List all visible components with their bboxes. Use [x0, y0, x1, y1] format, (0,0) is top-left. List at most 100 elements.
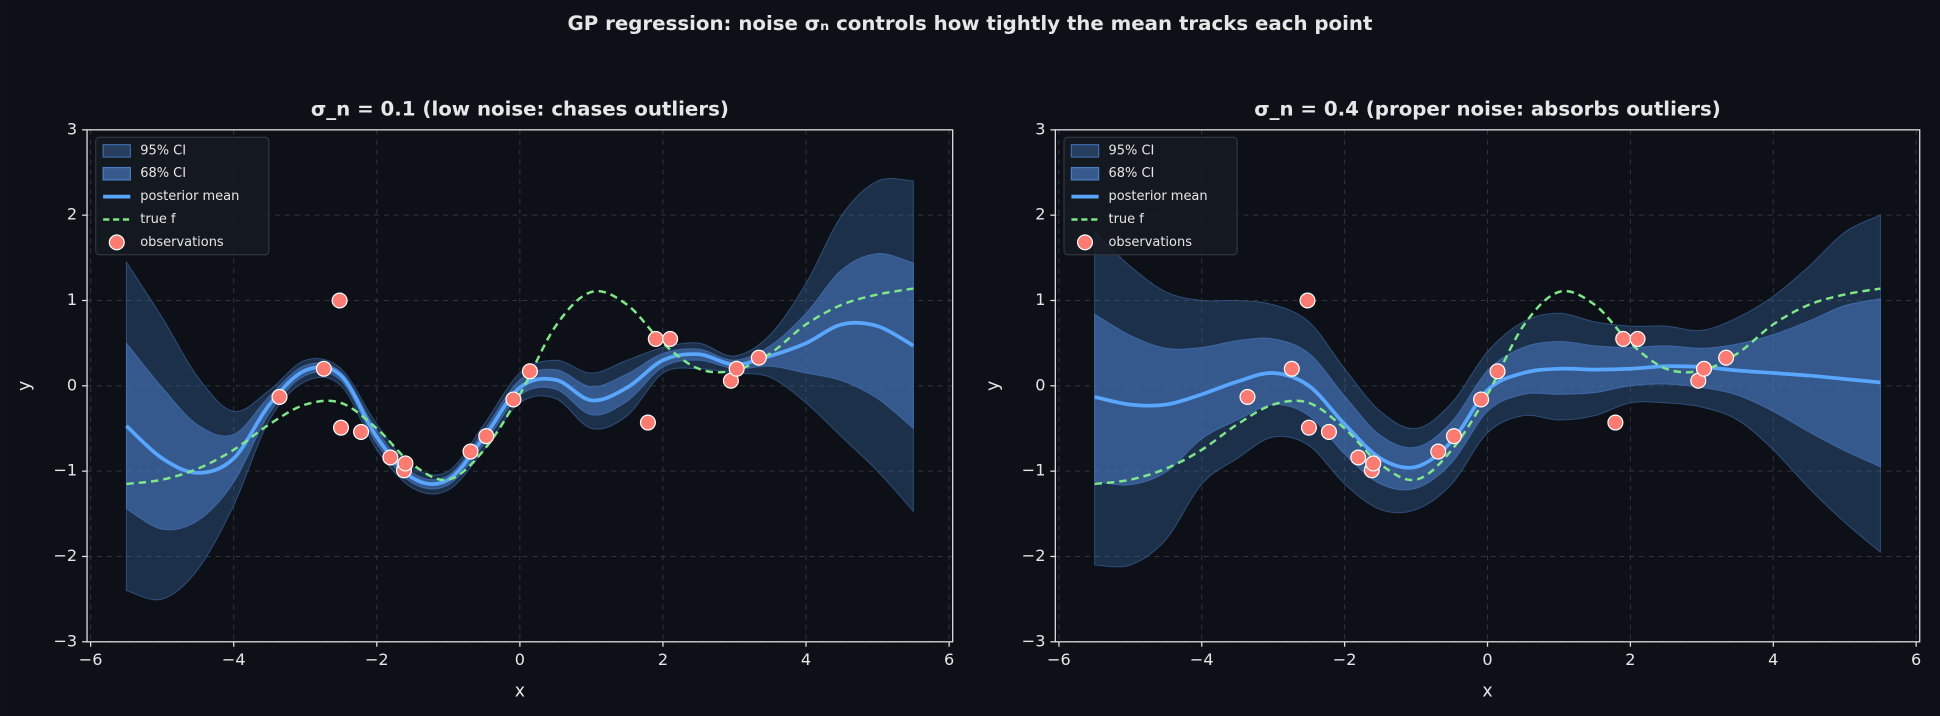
x-axis-label: x [515, 681, 525, 701]
y-tick-label: 2 [67, 205, 77, 224]
observation-point [315, 360, 332, 377]
observation-point [382, 449, 399, 466]
observation-point [505, 391, 522, 408]
y-tick-label: 3 [1035, 119, 1045, 138]
legend-label: posterior mean [140, 189, 239, 204]
legend-label: 68% CI [140, 166, 186, 181]
x-tick-label: −6 [79, 650, 103, 669]
y-tick-label: 2 [1035, 205, 1045, 224]
x-tick-label: 2 [1625, 650, 1635, 669]
line-series [1094, 287, 1881, 486]
y-tick-label: 0 [67, 375, 77, 394]
y-tick-label: −2 [53, 546, 77, 565]
y-tick-label: 0 [1035, 375, 1045, 394]
legend-label: observations [1109, 235, 1193, 250]
legend-label: true f [1109, 212, 1145, 227]
observation-point [1473, 391, 1490, 408]
x-tick-label: −4 [222, 650, 246, 669]
line-series [1094, 364, 1881, 470]
observation-point [1607, 414, 1624, 431]
legend-box [95, 136, 270, 256]
observation-point [639, 414, 656, 431]
legend-label: observations [140, 235, 224, 250]
observation-point [521, 363, 538, 380]
y-tick-label: 3 [67, 119, 77, 138]
observation-point [1350, 449, 1367, 466]
observation-point [1300, 419, 1317, 436]
x-tick-label: 4 [1768, 650, 1778, 669]
legend-swatch [102, 166, 131, 181]
x-tick-label: −6 [1047, 650, 1071, 669]
plot-area [1094, 214, 1881, 568]
y-tick-label: −3 [53, 631, 77, 650]
observation-point [1283, 360, 1300, 377]
y-tick-label: −1 [1022, 461, 1046, 480]
axes-frame [86, 129, 954, 643]
legend: 95% CI 68% CI posterior mean true f observat… [1063, 136, 1238, 256]
legend-label: true f [140, 212, 176, 227]
y-axis-label: y [983, 381, 1003, 391]
observation-point [1365, 455, 1382, 472]
observation-point [1430, 443, 1447, 460]
legend-label: 95% CI [1109, 143, 1155, 158]
observation-point [1695, 360, 1713, 377]
observation-point [1489, 363, 1506, 380]
x-axis-label: x [1482, 681, 1492, 701]
x-tick-label: 6 [1911, 650, 1921, 669]
x-tick-label: −4 [1190, 650, 1214, 669]
legend-swatch [1070, 144, 1100, 158]
line-series [125, 320, 915, 486]
observation-point [397, 455, 414, 472]
y-axis-label: y [15, 381, 35, 391]
legend-swatch [1070, 166, 1100, 181]
y-tick-label: 1 [67, 290, 77, 309]
observation-point [1629, 330, 1646, 347]
y-tick-label: −1 [53, 461, 77, 480]
observation-point [750, 349, 767, 366]
x-tick-label: 2 [658, 650, 668, 669]
y-tick-label: −3 [1022, 631, 1046, 650]
observation-point [478, 428, 495, 445]
legend-swatch [102, 144, 131, 158]
legend-label: 95% CI [140, 143, 186, 158]
axes-title: σ_n = 0.4 (proper noise: absorbs outlier… [1254, 98, 1721, 121]
line-series [126, 287, 914, 486]
legend-swatch [1076, 234, 1094, 251]
subplot: −6 −4 −2 0 2 4 6 −3 −2 −1 0 1 2 3 σ_n = 0.1 (low noise… [15, 98, 954, 702]
axes-title: σ_n = 0.1 (low noise: chases outliers) [311, 98, 729, 121]
observation-point [647, 330, 664, 347]
y-tick-label: 1 [1035, 290, 1045, 309]
observation-point [1320, 423, 1337, 440]
axes-frame [1054, 129, 1921, 643]
observation-point [1718, 349, 1735, 366]
legend-label: posterior mean [1109, 189, 1208, 204]
observation-point [1445, 428, 1462, 445]
observation-point [1239, 388, 1256, 405]
observation-point [332, 419, 350, 436]
subplot: −6 −4 −2 0 2 4 6 −3 −2 −1 0 1 2 3 σ_n = 0.4 (proper no… [983, 98, 1921, 702]
legend-box [1063, 136, 1238, 256]
legend-swatch [108, 234, 125, 251]
x-tick-label: 0 [515, 650, 525, 669]
observation-point [331, 292, 348, 309]
x-tick-label: 4 [801, 650, 811, 669]
observation-point [462, 443, 479, 460]
observation-point [728, 360, 745, 377]
y-tick-label: −2 [1022, 546, 1046, 565]
plot-area [125, 178, 915, 601]
observation-point [1299, 292, 1316, 309]
x-tick-label: −2 [365, 650, 389, 669]
confidence-band [125, 253, 914, 531]
observation-point [271, 388, 288, 405]
legend: 95% CI 68% CI posterior mean true f observat… [95, 136, 270, 256]
x-tick-label: −2 [1333, 650, 1357, 669]
x-tick-label: 6 [944, 650, 954, 669]
observation-point [1615, 330, 1632, 347]
observation-point [353, 423, 370, 440]
x-tick-label: 0 [1482, 650, 1492, 669]
figure-title: GP regression: noise σₙ controls how tig… [568, 12, 1373, 35]
legend-label: 68% CI [1109, 166, 1155, 181]
observation-point [662, 330, 679, 347]
